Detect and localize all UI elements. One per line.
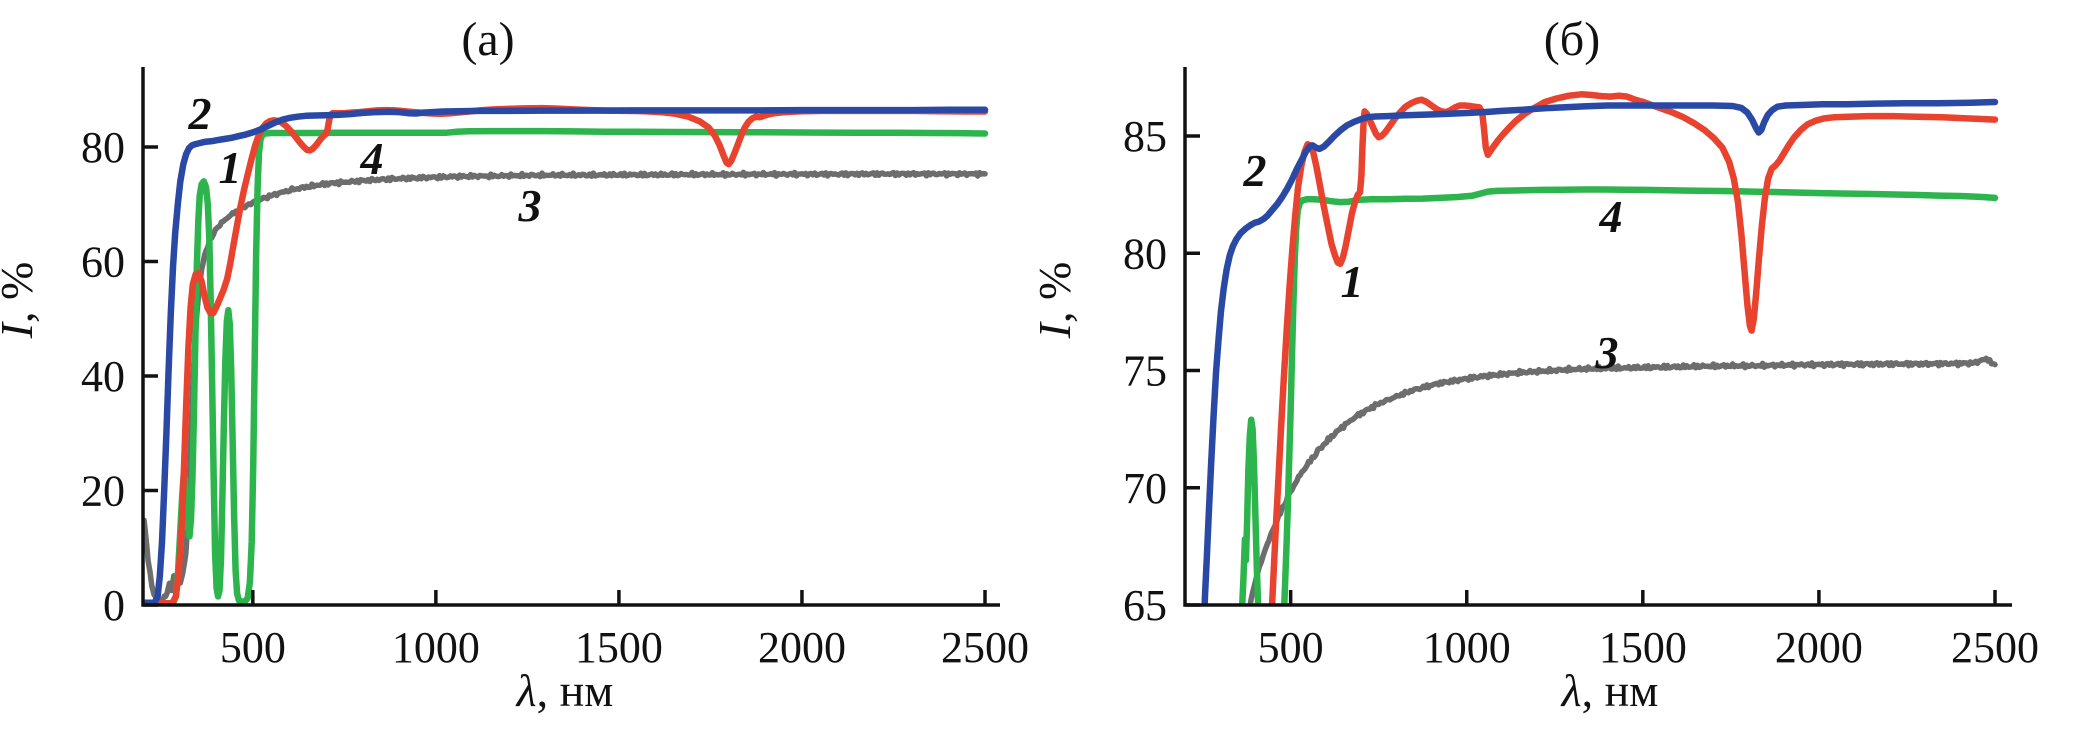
curve-number-label-2-panel-a: 2: [188, 88, 212, 139]
panel-a-curves: [143, 104, 989, 605]
y-tick-label: 70: [1123, 464, 1167, 513]
y-axis-label-b: I, %: [1029, 262, 1080, 340]
y-tick-label: 20: [81, 467, 125, 516]
curve-4-panel-a: [143, 127, 989, 605]
y-tick-label: 0: [103, 581, 125, 630]
x-tick-label: 2000: [1775, 623, 1863, 672]
x-tick-label: 2000: [758, 623, 846, 672]
curve-number-label-3-panel-b: 3: [1595, 327, 1619, 378]
x-tick-label: 500: [1258, 623, 1324, 672]
axes-panel-a: [141, 67, 1000, 607]
panel-title-a: (a): [461, 13, 514, 66]
curve-number-label-3-panel-a: 3: [518, 180, 542, 231]
y-tick-label: 85: [1123, 112, 1167, 161]
curve-number-label-1-panel-a: 1: [219, 142, 242, 193]
curve-number-label-1-panel-b: 1: [1341, 256, 1364, 307]
curve-3-panel-b: [1247, 355, 1998, 605]
curve-2-panel-b: [1201, 98, 1999, 605]
curve-1-panel-a: [143, 104, 989, 605]
y-tick-label: 40: [81, 352, 125, 401]
panel-a: 500 1000 1500 2000 2500 0 20 40 60 80 (a) λ, нм I, %…: [0, 13, 1029, 716]
x-tick-label: 1500: [575, 623, 663, 672]
x-axis-label-b: λ, нм: [1560, 665, 1659, 716]
panel-title-b: (б): [1544, 13, 1600, 66]
x-tick-label: 2500: [1951, 623, 2039, 672]
curve-number-label-4-panel-b: 4: [1599, 191, 1623, 242]
x-tick-label: 500: [220, 623, 286, 672]
x-tick-label: 1000: [392, 623, 480, 672]
x-axis-label-a: λ, нм: [515, 665, 614, 716]
x-tick-label: 2500: [941, 623, 1029, 672]
x-tick-label: 1500: [1599, 623, 1687, 672]
y-tick-label: 80: [1123, 229, 1167, 278]
x-tick-label: 1000: [1423, 623, 1511, 672]
y-tick-label: 65: [1123, 581, 1167, 630]
curve-1-panel-b: [1268, 91, 1999, 605]
curve-number-label-2-panel-b: 2: [1243, 145, 1267, 196]
y-tick-label: 80: [81, 123, 125, 172]
curve-2-panel-a: [143, 106, 989, 605]
curve-number-label-4-panel-a: 4: [360, 133, 384, 184]
panel-b-curves: [1201, 91, 1999, 605]
y-tick-label: 60: [81, 238, 125, 287]
y-axis-label-a: I, %: [0, 262, 42, 340]
y-tick-label: 75: [1123, 347, 1167, 396]
panel-b: 500 1000 1500 2000 2500 65 70 75 80 85 (б) λ, нм I, …: [1029, 13, 2039, 716]
curve-3-panel-a: [143, 169, 988, 604]
